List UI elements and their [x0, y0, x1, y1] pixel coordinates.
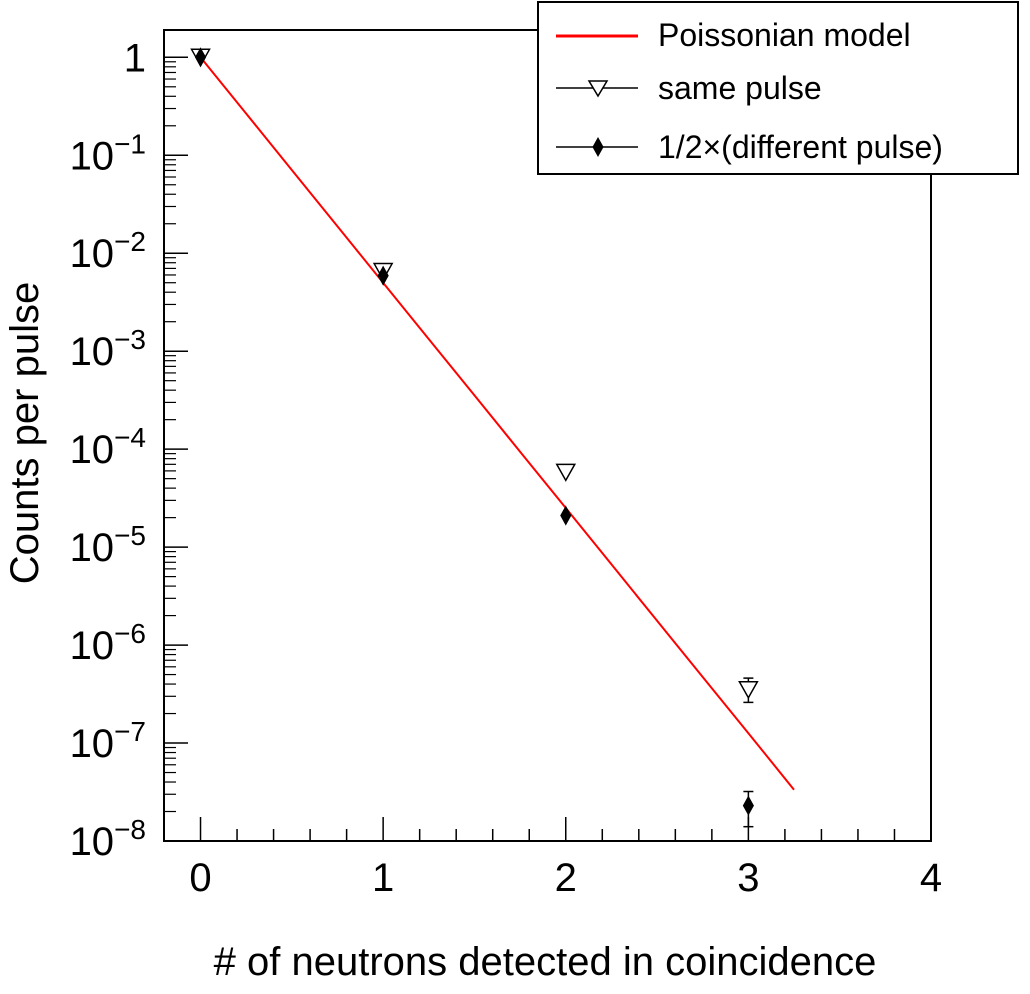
markers-layer [190, 47, 759, 828]
legend: Poissonian model same pulse 1/2×(differe… [537, 1, 1019, 175]
y-tick-label: 10−3 [70, 324, 146, 374]
y-tick-label: 10−4 [70, 422, 146, 472]
y-axis-title: Counts per pulse [3, 282, 47, 584]
different-pulse-point [194, 47, 207, 68]
legend-marker-same-pulse [587, 80, 609, 98]
x-tick-label: 2 [555, 856, 577, 900]
poissonian-model-line [199, 56, 795, 791]
different-pulse-point [742, 795, 754, 816]
legend-marker-different-pulse [592, 136, 604, 158]
y-tick-label: 1 [124, 36, 146, 80]
y-tick-label: 10−7 [70, 716, 146, 766]
axes: 0 1 2 3 4 1 10−1 10−2 10−3 10−4 10−5 10−6 10−7 10−8 [70, 36, 943, 900]
model-line-layer [199, 56, 795, 791]
y-tick-label: 10−5 [70, 520, 146, 570]
x-tick-label: 3 [737, 856, 759, 900]
same-pulse-point [555, 463, 577, 482]
y-tick-label: 10−1 [70, 128, 146, 178]
y-tick-label: 10−8 [70, 814, 146, 864]
legend-label-different-pulse: 1/2×(different pulse) [658, 129, 943, 165]
legend-label-same-pulse: same pulse [658, 70, 822, 106]
different-pulse-point [560, 505, 572, 526]
legend-label-poissonian: Poissonian model [658, 17, 911, 53]
same-pulse-point [738, 680, 759, 700]
x-tick-label: 1 [372, 856, 394, 900]
y-tick-label: 10−2 [70, 226, 146, 276]
x-tick-label: 0 [189, 856, 211, 900]
y-tick-label: 10−6 [70, 618, 146, 668]
different-pulse-point [377, 265, 389, 286]
x-tick-label: 4 [920, 856, 942, 900]
x-axis-title: # of neutrons detected in coincidence [214, 940, 877, 984]
